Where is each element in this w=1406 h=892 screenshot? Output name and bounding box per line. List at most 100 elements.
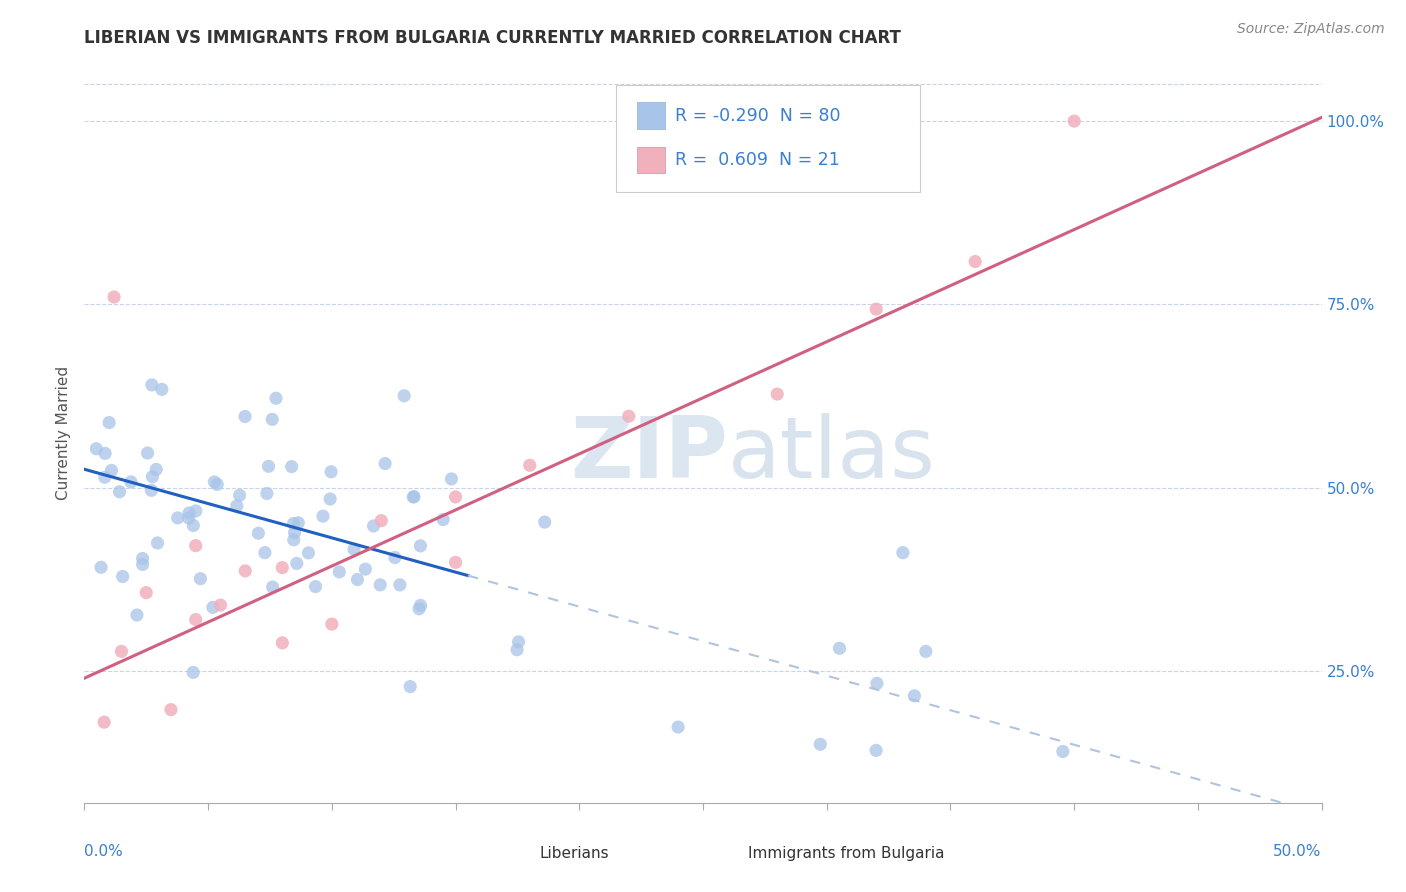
Point [145,462,167,476]
Point [204,475,226,489]
Point [409,539,432,553]
Text: Liberians: Liberians [540,846,609,861]
Point [205,477,228,491]
Point [666,720,689,734]
Point [181,665,204,680]
FancyBboxPatch shape [505,841,534,870]
Point [103,290,125,304]
Text: ZIP: ZIP [569,413,728,496]
Point [120,475,142,489]
Point [370,514,392,528]
Point [262,580,284,594]
Point [135,585,157,599]
Point [866,676,889,690]
Point [228,488,250,502]
Point [865,302,887,317]
Point [368,578,391,592]
Text: Immigrants from Bulgaria: Immigrants from Bulgaria [748,846,943,861]
Point [257,459,280,474]
Point [297,546,319,560]
Point [519,458,541,473]
Text: atlas: atlas [728,413,936,496]
Point [141,483,163,498]
Point [94,446,117,460]
Point [271,636,294,650]
Point [287,516,309,530]
Point [166,511,188,525]
Point [184,613,207,627]
Point [264,391,287,405]
Point [141,469,163,483]
Point [319,465,342,479]
Point [225,499,247,513]
Point [343,542,366,557]
Point [392,389,415,403]
Point [374,457,396,471]
FancyBboxPatch shape [616,85,920,192]
Point [201,600,224,615]
Point [146,536,169,550]
Point [965,254,987,268]
Point [808,737,831,751]
Point [440,472,463,486]
Point [432,512,454,526]
Point [891,546,914,560]
Point [183,518,205,533]
Point [402,490,425,504]
Point [141,377,163,392]
Point [384,550,406,565]
Point [304,580,326,594]
Y-axis label: Currently Married: Currently Married [56,366,72,500]
Point [617,409,640,424]
Point [177,506,200,520]
Point [409,599,432,613]
Point [184,504,207,518]
Point [283,533,305,547]
Point [86,442,108,456]
Point [399,680,422,694]
Point [271,560,294,574]
Point [408,601,430,615]
Point [280,459,302,474]
Text: R = -0.290  N = 80: R = -0.290 N = 80 [675,107,839,125]
Point [253,546,276,560]
FancyBboxPatch shape [637,147,665,173]
Point [321,617,343,632]
Point [1063,114,1085,128]
Point [93,715,115,730]
Point [131,558,153,572]
Point [363,519,385,533]
FancyBboxPatch shape [713,841,742,870]
Text: R =  0.609  N = 21: R = 0.609 N = 21 [675,151,839,169]
Point [319,491,342,506]
Point [209,598,232,612]
Point [233,409,256,424]
Point [136,446,159,460]
Point [233,564,256,578]
Point [262,412,284,426]
Point [177,511,200,525]
Point [506,642,529,657]
Point [90,560,112,574]
Point [283,516,305,531]
Point [444,490,467,504]
Point [285,557,308,571]
Point [766,387,789,401]
Point [111,569,134,583]
Point [190,572,212,586]
Point [131,551,153,566]
FancyBboxPatch shape [637,103,665,129]
Point [402,490,425,504]
Point [160,703,183,717]
Point [865,743,887,757]
Point [312,509,335,524]
Point [508,635,530,649]
Point [125,608,148,623]
Point [346,573,368,587]
Point [388,578,411,592]
Point [1052,744,1074,758]
Point [110,644,132,658]
Point [828,641,851,656]
Point [915,644,938,658]
Text: 0.0%: 0.0% [84,845,124,860]
